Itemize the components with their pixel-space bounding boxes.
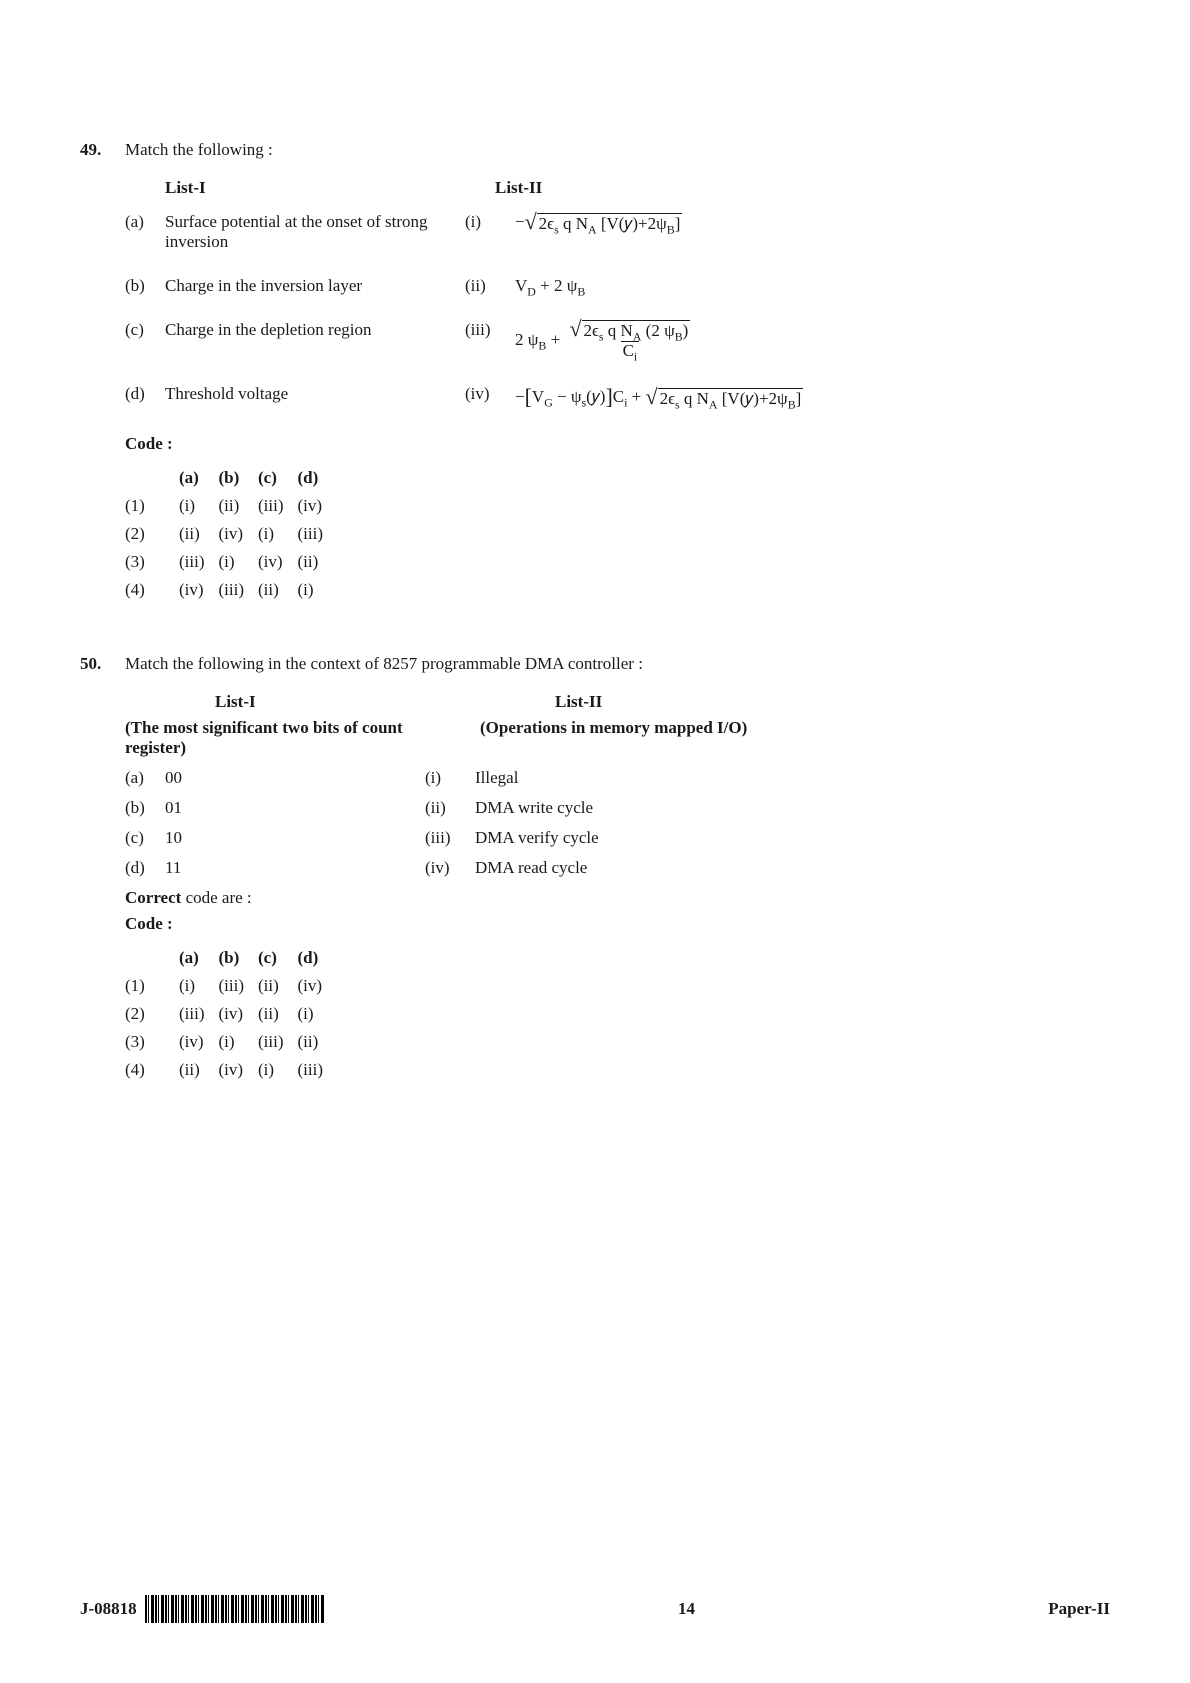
match-letter: (c)	[125, 320, 165, 340]
code-header: (d)	[298, 944, 338, 972]
match-formula: 2 ψB + 2ϵs q NA (2 ψB)Ci	[515, 320, 1110, 360]
match-rtext: DMA verify cycle	[475, 828, 1110, 848]
list2-header: List-II	[495, 178, 1110, 198]
question-body: Match the following in the context of 82…	[125, 654, 1110, 1084]
code-table: (a) (b) (c) (d) (1)(i)(iii)(ii)(iv) (2)(…	[125, 944, 337, 1084]
question-body: Match the following : List-I List-II (a)…	[125, 140, 1110, 604]
code-label: Code :	[125, 914, 1110, 934]
match-roman: (ii)	[465, 276, 515, 296]
code-label: Code :	[125, 434, 1110, 454]
code-header: (c)	[258, 944, 298, 972]
list-subheaders: (The most significant two bits of count …	[125, 718, 1110, 758]
code-header: (d)	[298, 464, 338, 492]
match-rtext: DMA write cycle	[475, 798, 1110, 818]
list1-header: List-I	[125, 178, 495, 198]
code-header: (c)	[258, 464, 298, 492]
question-49: 49. Match the following : List-I List-II…	[80, 140, 1110, 604]
question-number: 50.	[80, 654, 125, 1084]
match-row: (b) Charge in the inversion layer (ii) V…	[125, 276, 1110, 296]
footer-left: J-08818	[80, 1595, 325, 1623]
match-formula: VD + 2 ψB	[515, 276, 1110, 296]
list-headers: List-I List-II	[125, 692, 1110, 712]
match-formula: −[VG − ψs(𝑦)]Ci + 2ϵs q NA [V(𝑦)+2ψB]	[515, 384, 1110, 410]
match-text: 01	[165, 798, 425, 818]
match-letter: (b)	[125, 798, 165, 818]
match-rtext: DMA read cycle	[475, 858, 1110, 878]
list2-subheader: (Operations in memory mapped I/O)	[415, 718, 1110, 758]
match-letter: (d)	[125, 384, 165, 404]
barcode-icon	[145, 1595, 325, 1623]
correct-label: Correct code are :	[125, 888, 1110, 908]
match-text: Threshold voltage	[165, 384, 465, 404]
match-row: (d) Threshold voltage (iv) −[VG − ψs(𝑦)]…	[125, 384, 1110, 410]
page-number: 14	[678, 1599, 695, 1619]
match-row: (c) 10 (iii) DMA verify cycle	[125, 828, 1110, 848]
match-roman: (iii)	[465, 320, 515, 340]
match-text: Charge in the inversion layer	[165, 276, 465, 296]
match-rtext: Illegal	[475, 768, 1110, 788]
code-header: (a)	[179, 944, 219, 972]
question-stem: Match the following :	[125, 140, 1110, 160]
match-letter: (a)	[125, 212, 165, 232]
match-roman: (iv)	[465, 384, 515, 404]
match-text: Surface potential at the onset of strong…	[165, 212, 465, 252]
match-row: (c) Charge in the depletion region (iii)…	[125, 320, 1110, 360]
question-number: 49.	[80, 140, 125, 604]
list-headers: List-I List-II	[125, 178, 1110, 198]
match-row: (a) Surface potential at the onset of st…	[125, 212, 1110, 252]
match-roman: (iv)	[425, 858, 475, 878]
match-text: 10	[165, 828, 425, 848]
code-table: (a) (b) (c) (d) (1)(i)(ii)(iii)(iv) (2)(…	[125, 464, 337, 604]
match-roman: (i)	[465, 212, 515, 232]
match-text: Charge in the depletion region	[165, 320, 465, 340]
code-header: (a)	[179, 464, 219, 492]
match-formula: −2ϵs q NA [V(𝑦)+2ψB]	[515, 212, 1110, 233]
match-letter: (a)	[125, 768, 165, 788]
match-letter: (c)	[125, 828, 165, 848]
match-row: (b) 01 (ii) DMA write cycle	[125, 798, 1110, 818]
code-header: (b)	[219, 464, 259, 492]
match-text: 00	[165, 768, 425, 788]
list1-header: List-I	[125, 692, 495, 712]
match-letter: (b)	[125, 276, 165, 296]
page-footer: J-08818 14 Paper-II	[0, 1595, 1190, 1623]
match-roman: (ii)	[425, 798, 475, 818]
match-roman: (iii)	[425, 828, 475, 848]
page-content: 49. Match the following : List-I List-II…	[0, 0, 1190, 1084]
footer-code: J-08818	[80, 1599, 137, 1619]
question-stem: Match the following in the context of 82…	[125, 654, 1110, 674]
match-row: (a) 00 (i) Illegal	[125, 768, 1110, 788]
paper-label: Paper-II	[1048, 1599, 1110, 1619]
code-header: (b)	[219, 944, 259, 972]
match-row: (d) 11 (iv) DMA read cycle	[125, 858, 1110, 878]
list1-subheader: (The most significant two bits of count …	[125, 718, 415, 758]
question-50: 50. Match the following in the context o…	[80, 654, 1110, 1084]
match-letter: (d)	[125, 858, 165, 878]
match-roman: (i)	[425, 768, 475, 788]
match-text: 11	[165, 858, 425, 878]
list2-header: List-II	[495, 692, 1110, 712]
